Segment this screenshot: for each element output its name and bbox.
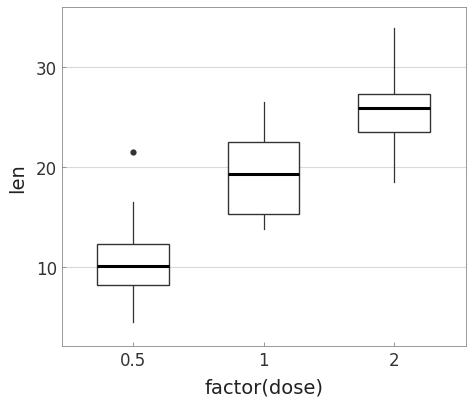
Y-axis label: len: len bbox=[9, 163, 27, 192]
Bar bbox=[98, 245, 169, 285]
X-axis label: factor(dose): factor(dose) bbox=[204, 378, 323, 396]
Bar bbox=[358, 95, 430, 133]
Bar bbox=[228, 143, 300, 214]
